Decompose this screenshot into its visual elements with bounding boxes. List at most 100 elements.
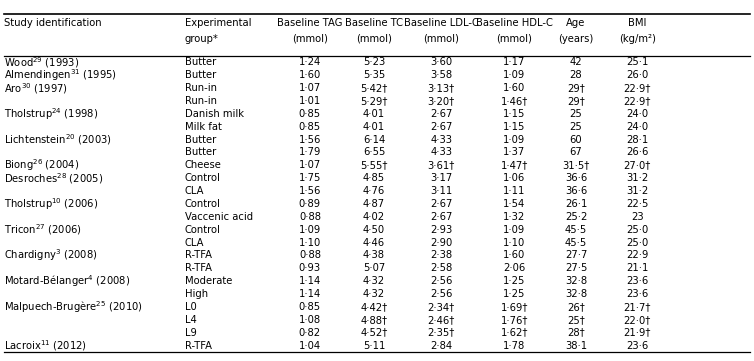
Text: CLA: CLA bbox=[185, 186, 204, 196]
Text: 1·17: 1·17 bbox=[503, 57, 526, 68]
Text: Study identification: Study identification bbox=[4, 18, 101, 29]
Text: (years): (years) bbox=[559, 34, 593, 44]
Text: 31·2: 31·2 bbox=[626, 186, 648, 196]
Text: Butter: Butter bbox=[185, 57, 216, 68]
Text: 27·5: 27·5 bbox=[565, 263, 587, 273]
Text: 1·09: 1·09 bbox=[503, 225, 526, 235]
Text: R-TFA: R-TFA bbox=[185, 251, 212, 260]
Text: 1·75: 1·75 bbox=[299, 173, 321, 183]
Text: 2·90: 2·90 bbox=[430, 238, 452, 248]
Text: 21·9†: 21·9† bbox=[624, 328, 651, 338]
Text: 3·13†: 3·13† bbox=[428, 83, 455, 93]
Text: 2·46†: 2·46† bbox=[428, 315, 455, 325]
Text: 2·84: 2·84 bbox=[430, 340, 452, 351]
Text: 1·10: 1·10 bbox=[299, 238, 321, 248]
Text: Danish milk: Danish milk bbox=[185, 109, 244, 119]
Text: 5·35: 5·35 bbox=[363, 70, 385, 80]
Text: 1·24: 1·24 bbox=[299, 57, 321, 68]
Text: 2·56: 2·56 bbox=[430, 276, 452, 286]
Text: 4·88†: 4·88† bbox=[360, 315, 388, 325]
Text: 1·60: 1·60 bbox=[503, 251, 526, 260]
Text: 2·93: 2·93 bbox=[430, 225, 452, 235]
Text: Control: Control bbox=[185, 173, 221, 183]
Text: Milk fat: Milk fat bbox=[185, 122, 222, 132]
Text: 3·61†: 3·61† bbox=[428, 160, 455, 170]
Text: 26†: 26† bbox=[567, 302, 585, 312]
Text: Control: Control bbox=[185, 199, 221, 209]
Text: 1·25: 1·25 bbox=[503, 289, 526, 299]
Text: 1·46†: 1·46† bbox=[501, 96, 528, 106]
Text: Lichtenstein$^{\mathregular{20}}$ (2003): Lichtenstein$^{\mathregular{20}}$ (2003) bbox=[4, 132, 112, 147]
Text: 4·01: 4·01 bbox=[363, 109, 385, 119]
Text: 1·10: 1·10 bbox=[503, 238, 526, 248]
Text: 1·07: 1·07 bbox=[299, 83, 321, 93]
Text: 4·46: 4·46 bbox=[363, 238, 385, 248]
Text: 1·14: 1·14 bbox=[299, 276, 321, 286]
Text: 1·15: 1·15 bbox=[503, 109, 526, 119]
Text: 32·8: 32·8 bbox=[565, 276, 587, 286]
Text: L9: L9 bbox=[185, 328, 197, 338]
Text: 0·93: 0·93 bbox=[299, 263, 321, 273]
Text: 0·82: 0·82 bbox=[299, 328, 321, 338]
Text: 26·6: 26·6 bbox=[626, 148, 648, 157]
Text: 25: 25 bbox=[570, 109, 582, 119]
Text: Baseline HDL-C: Baseline HDL-C bbox=[476, 18, 553, 29]
Text: 25·0: 25·0 bbox=[626, 238, 648, 248]
Text: 1·56: 1·56 bbox=[299, 186, 321, 196]
Text: Butter: Butter bbox=[185, 135, 216, 145]
Text: Malpuech-Brugère$^{\mathregular{25}}$ (2010): Malpuech-Brugère$^{\mathregular{25}}$ (2… bbox=[4, 299, 143, 315]
Text: Almendingen$^{\mathregular{31}}$ (1995): Almendingen$^{\mathregular{31}}$ (1995) bbox=[4, 68, 117, 83]
Text: 1·08: 1·08 bbox=[299, 315, 321, 325]
Text: 1·09: 1·09 bbox=[299, 225, 321, 235]
Text: 23: 23 bbox=[631, 212, 643, 222]
Text: (kg/m²): (kg/m²) bbox=[619, 34, 655, 44]
Text: 29†: 29† bbox=[567, 83, 585, 93]
Text: (mmol): (mmol) bbox=[356, 34, 392, 44]
Text: Control: Control bbox=[185, 225, 221, 235]
Text: 27·7: 27·7 bbox=[565, 251, 587, 260]
Text: 31·5†: 31·5† bbox=[562, 160, 590, 170]
Text: 42: 42 bbox=[570, 57, 582, 68]
Text: 1·37: 1·37 bbox=[503, 148, 526, 157]
Text: 28·1: 28·1 bbox=[626, 135, 648, 145]
Text: 45·5: 45·5 bbox=[565, 225, 587, 235]
Text: 6·14: 6·14 bbox=[363, 135, 385, 145]
Text: L0: L0 bbox=[185, 302, 197, 312]
Text: 3·60: 3·60 bbox=[430, 57, 452, 68]
Text: 1·79: 1·79 bbox=[299, 148, 321, 157]
Text: 1·60: 1·60 bbox=[503, 83, 526, 93]
Text: 5·29†: 5·29† bbox=[360, 96, 388, 106]
Text: 1·07: 1·07 bbox=[299, 160, 321, 170]
Text: 4·87: 4·87 bbox=[363, 199, 385, 209]
Text: (mmol): (mmol) bbox=[496, 34, 532, 44]
Text: 3·17: 3·17 bbox=[430, 173, 452, 183]
Text: 22·0†: 22·0† bbox=[624, 315, 651, 325]
Text: 0·85: 0·85 bbox=[299, 109, 321, 119]
Text: 2·67: 2·67 bbox=[430, 199, 452, 209]
Text: 5·23: 5·23 bbox=[363, 57, 385, 68]
Text: 38·1: 38·1 bbox=[565, 340, 587, 351]
Text: 4·52†: 4·52† bbox=[360, 328, 388, 338]
Text: 22·9: 22·9 bbox=[626, 251, 648, 260]
Text: Motard-Bélanger$^{\mathregular{4}}$ (2008): Motard-Bélanger$^{\mathregular{4}}$ (200… bbox=[4, 273, 130, 289]
Text: 1·69†: 1·69† bbox=[501, 302, 528, 312]
Text: 0·89: 0·89 bbox=[299, 199, 321, 209]
Text: 2·38: 2·38 bbox=[430, 251, 452, 260]
Text: 1·56: 1·56 bbox=[299, 135, 321, 145]
Text: 45·5: 45·5 bbox=[565, 238, 587, 248]
Text: Baseline TAG: Baseline TAG bbox=[277, 18, 342, 29]
Text: 26·1: 26·1 bbox=[565, 199, 587, 209]
Text: 5·42†: 5·42† bbox=[360, 83, 388, 93]
Text: 4·38: 4·38 bbox=[363, 251, 385, 260]
Text: R-TFA: R-TFA bbox=[185, 263, 212, 273]
Text: 4·02: 4·02 bbox=[363, 212, 385, 222]
Text: 4·85: 4·85 bbox=[363, 173, 385, 183]
Text: 2·56: 2·56 bbox=[430, 289, 452, 299]
Text: 2·06: 2·06 bbox=[503, 263, 526, 273]
Text: Lacroix$^{\mathregular{11}}$ (2012): Lacroix$^{\mathregular{11}}$ (2012) bbox=[4, 338, 87, 353]
Text: 4·32: 4·32 bbox=[363, 276, 385, 286]
Text: 1·78: 1·78 bbox=[503, 340, 526, 351]
Text: (mmol): (mmol) bbox=[292, 34, 328, 44]
Text: 1·09: 1·09 bbox=[503, 70, 526, 80]
Text: 25: 25 bbox=[570, 122, 582, 132]
